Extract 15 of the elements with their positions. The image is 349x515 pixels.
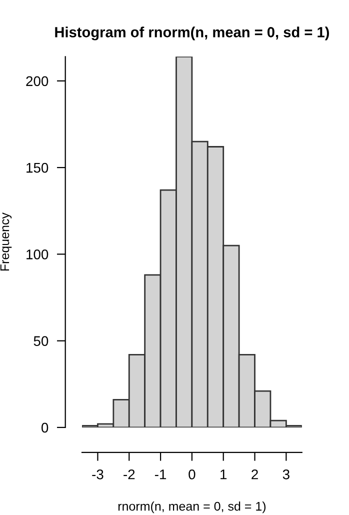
x-tick-label: -3 xyxy=(92,469,104,480)
y-tick-label: 50 xyxy=(34,336,48,346)
x-tick-label: 0 xyxy=(188,469,196,480)
x-axis-title: rnorm(n, mean = 0, sd = 1) xyxy=(118,502,266,514)
x-tick-label: -1 xyxy=(154,470,166,480)
x-tick-label: -2 xyxy=(124,469,135,480)
chart-title: Histogram of rnorm(n, mean = 0, sd = 1) xyxy=(55,26,329,40)
x-tick-label: 2 xyxy=(252,469,258,480)
y-axis-title: Frequency xyxy=(0,212,12,271)
x-tick-label: 3 xyxy=(282,469,290,480)
y-tick-label: 100 xyxy=(26,250,48,260)
x-tick-label: 1 xyxy=(220,470,227,480)
y-tick-label: 150 xyxy=(26,162,48,173)
y-tick-label: 200 xyxy=(26,76,48,86)
y-tick-label: 0 xyxy=(42,422,48,433)
